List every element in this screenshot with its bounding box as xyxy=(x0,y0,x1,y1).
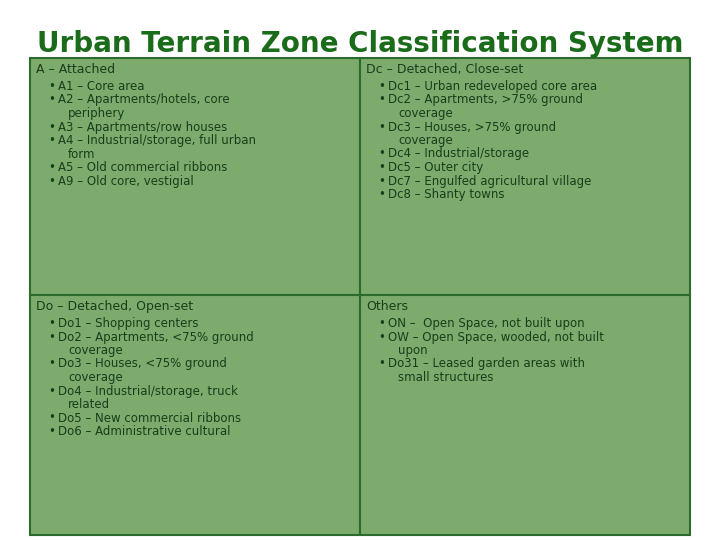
Bar xyxy=(30,58,360,295)
Text: Dc1 – Urban redeveloped core area: Dc1 – Urban redeveloped core area xyxy=(388,80,597,93)
Text: related: related xyxy=(68,398,110,411)
Text: •: • xyxy=(48,80,55,93)
Text: •: • xyxy=(378,80,385,93)
Text: •: • xyxy=(48,174,55,187)
Text: Do3 – Houses, <75% ground: Do3 – Houses, <75% ground xyxy=(58,357,227,370)
Text: Do6 – Administrative cultural: Do6 – Administrative cultural xyxy=(58,425,230,438)
Text: OW – Open Space, wooded, not built: OW – Open Space, wooded, not built xyxy=(388,330,604,343)
Text: A2 – Apartments/hotels, core: A2 – Apartments/hotels, core xyxy=(58,93,230,106)
Text: form: form xyxy=(68,147,96,160)
Text: •: • xyxy=(378,147,385,160)
Text: coverage: coverage xyxy=(398,134,453,147)
Text: •: • xyxy=(48,134,55,147)
Text: Do5 – New commercial ribbons: Do5 – New commercial ribbons xyxy=(58,411,241,424)
Text: Do2 – Apartments, <75% ground: Do2 – Apartments, <75% ground xyxy=(58,330,253,343)
Text: A4 – Industrial/storage, full urban: A4 – Industrial/storage, full urban xyxy=(58,134,256,147)
Text: •: • xyxy=(378,161,385,174)
Text: •: • xyxy=(48,161,55,174)
Text: •: • xyxy=(48,120,55,133)
Text: Urban Terrain Zone Classification System: Urban Terrain Zone Classification System xyxy=(37,30,683,58)
Text: Dc3 – Houses, >75% ground: Dc3 – Houses, >75% ground xyxy=(388,120,556,133)
Text: •: • xyxy=(48,357,55,370)
Bar xyxy=(360,295,690,535)
Text: •: • xyxy=(48,425,55,438)
Bar xyxy=(360,58,690,295)
Text: •: • xyxy=(48,411,55,424)
Text: •: • xyxy=(378,174,385,187)
Text: A3 – Apartments/row houses: A3 – Apartments/row houses xyxy=(58,120,228,133)
Text: Do4 – Industrial/storage, truck: Do4 – Industrial/storage, truck xyxy=(58,384,238,397)
Text: Dc4 – Industrial/storage: Dc4 – Industrial/storage xyxy=(388,147,529,160)
Text: upon: upon xyxy=(398,344,428,357)
Text: •: • xyxy=(378,188,385,201)
Text: Dc5 – Outer city: Dc5 – Outer city xyxy=(388,161,483,174)
Text: •: • xyxy=(48,93,55,106)
Text: Others: Others xyxy=(366,300,408,313)
Text: coverage: coverage xyxy=(68,371,122,384)
Text: A1 – Core area: A1 – Core area xyxy=(58,80,145,93)
Bar xyxy=(30,295,360,535)
Text: periphery: periphery xyxy=(68,107,125,120)
Text: •: • xyxy=(48,384,55,397)
Text: Dc – Detached, Close-set: Dc – Detached, Close-set xyxy=(366,63,523,76)
Text: A9 – Old core, vestigial: A9 – Old core, vestigial xyxy=(58,174,194,187)
Text: coverage: coverage xyxy=(68,344,122,357)
Text: •: • xyxy=(378,120,385,133)
Text: small structures: small structures xyxy=(398,371,493,384)
Text: Dc8 – Shanty towns: Dc8 – Shanty towns xyxy=(388,188,505,201)
Text: Do – Detached, Open-set: Do – Detached, Open-set xyxy=(36,300,193,313)
Text: ON –  Open Space, not built upon: ON – Open Space, not built upon xyxy=(388,317,585,330)
Text: Dc2 – Apartments, >75% ground: Dc2 – Apartments, >75% ground xyxy=(388,93,583,106)
Text: Do31 – Leased garden areas with: Do31 – Leased garden areas with xyxy=(388,357,585,370)
Text: A5 – Old commercial ribbons: A5 – Old commercial ribbons xyxy=(58,161,228,174)
Text: •: • xyxy=(48,317,55,330)
Text: A – Attached: A – Attached xyxy=(36,63,115,76)
Text: Dc7 – Engulfed agricultural village: Dc7 – Engulfed agricultural village xyxy=(388,174,591,187)
Text: •: • xyxy=(378,317,385,330)
Text: •: • xyxy=(378,93,385,106)
Text: •: • xyxy=(378,330,385,343)
Text: •: • xyxy=(48,330,55,343)
Text: coverage: coverage xyxy=(398,107,453,120)
Text: Do1 – Shopping centers: Do1 – Shopping centers xyxy=(58,317,199,330)
Text: •: • xyxy=(378,357,385,370)
